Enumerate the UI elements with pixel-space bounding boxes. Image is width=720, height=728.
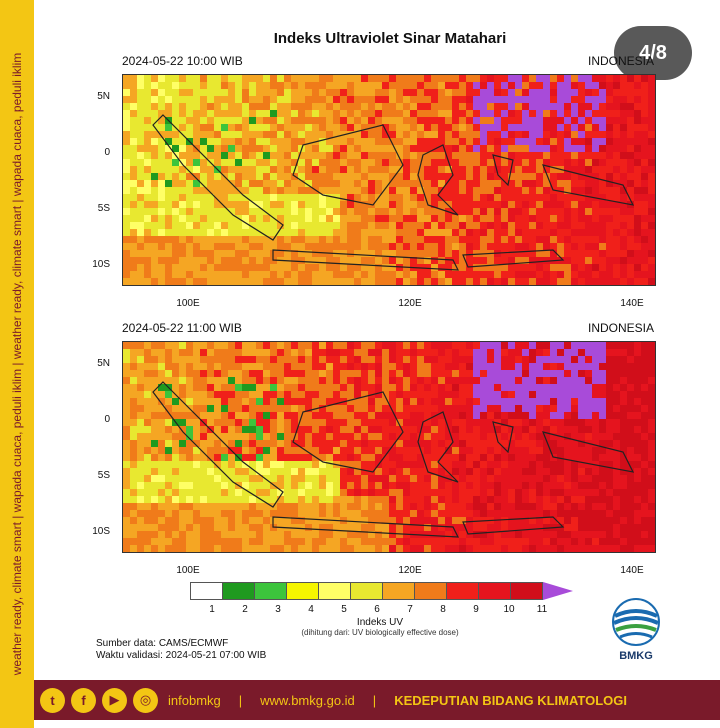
- lon-label-100e: 100E: [176, 565, 200, 576]
- panel-2-region: INDONESIA: [588, 321, 655, 335]
- legend-tick-label: 1: [209, 604, 215, 615]
- legend-swatch: [510, 582, 543, 600]
- legend-swatch: [254, 582, 287, 600]
- legend-swatch: [446, 582, 479, 600]
- side-banner: weather ready, climate smart | wapada cu…: [0, 0, 34, 728]
- legend-tick-label: 3: [275, 604, 281, 615]
- lon-label-120e: 120E: [398, 298, 422, 309]
- legend-tick-label: 5: [341, 604, 347, 615]
- instagram-icon[interactable]: ◎: [133, 687, 158, 713]
- lat-label-0: 0: [104, 414, 110, 425]
- legend-arrow: [543, 582, 573, 600]
- lat-label-10s: 10S: [92, 259, 110, 270]
- legend-tick-label: 7: [407, 604, 413, 615]
- legend-tick-label: 6: [374, 604, 380, 615]
- bmkg-logo-text: BMKG: [619, 650, 653, 662]
- lat-label-5n: 5N: [97, 91, 110, 102]
- footer-separator: |: [372, 692, 377, 708]
- youtube-icon[interactable]: ▶: [102, 687, 127, 713]
- legend-swatch: [414, 582, 447, 600]
- legend-swatch: [350, 582, 383, 600]
- legend-title: Indeks UV: [356, 617, 404, 628]
- panel-1-region: INDONESIA: [588, 54, 655, 68]
- facebook-icon[interactable]: f: [71, 687, 96, 713]
- legend-tick-label: 9: [473, 604, 479, 615]
- footer-separator: |: [238, 692, 243, 708]
- footer-handle[interactable]: infobmkg: [168, 692, 221, 708]
- legend-swatch: [190, 582, 223, 600]
- footer-department: KEDEPUTIAN BIDANG KLIMATOLOGI: [394, 692, 627, 708]
- lat-label-0: 0: [104, 147, 110, 158]
- twitter-icon[interactable]: t: [40, 687, 65, 713]
- legend-swatch: [382, 582, 415, 600]
- validation-time: Waktu validasi: 2024-05-21 07:00 WIB: [96, 650, 267, 661]
- side-banner-text: weather ready, climate smart | wapada cu…: [10, 52, 24, 676]
- footer-website[interactable]: www.bmkg.go.id: [260, 692, 355, 708]
- legend-tick-label: 10: [503, 604, 515, 615]
- bmkg-logo: BMKG: [612, 598, 660, 662]
- lat-label-5n: 5N: [97, 358, 110, 369]
- footer-bar: t f ▶ ◎ infobmkg | www.bmkg.go.id | KEDE…: [34, 680, 720, 720]
- legend-swatch: [286, 582, 319, 600]
- lon-label-120e: 120E: [398, 565, 422, 576]
- panel-2-date: 2024-05-22 11:00 WIB: [122, 321, 242, 335]
- page-indicator: 4/8: [614, 26, 692, 80]
- legend-note: (dihitung dari: UV biologically effectiv…: [301, 628, 459, 637]
- lat-label-10s: 10S: [92, 526, 110, 537]
- legend-swatch: [318, 582, 351, 600]
- uv-color-legend: [190, 582, 573, 602]
- lon-label-140e: 140E: [620, 565, 644, 576]
- lon-label-100e: 100E: [176, 298, 200, 309]
- page-title: Indeks Ultraviolet Sinar Matahari: [273, 30, 507, 47]
- uv-map-panel-2: [122, 341, 656, 553]
- legend-tick-label: 2: [242, 604, 248, 615]
- data-source: Sumber data: CAMS/ECMWF: [96, 638, 229, 649]
- legend-tick-label: 11: [536, 604, 548, 615]
- legend-swatch: [222, 582, 255, 600]
- legend-tick-label: 8: [440, 604, 446, 615]
- uv-map-panel-1: [122, 74, 656, 286]
- legend-tick-label: 4: [308, 604, 314, 615]
- lat-label-5s: 5S: [97, 203, 110, 214]
- legend-swatch: [478, 582, 511, 600]
- lon-label-140e: 140E: [620, 298, 644, 309]
- panel-1-date: 2024-05-22 10:00 WIB: [122, 54, 243, 68]
- lat-label-5s: 5S: [97, 470, 110, 481]
